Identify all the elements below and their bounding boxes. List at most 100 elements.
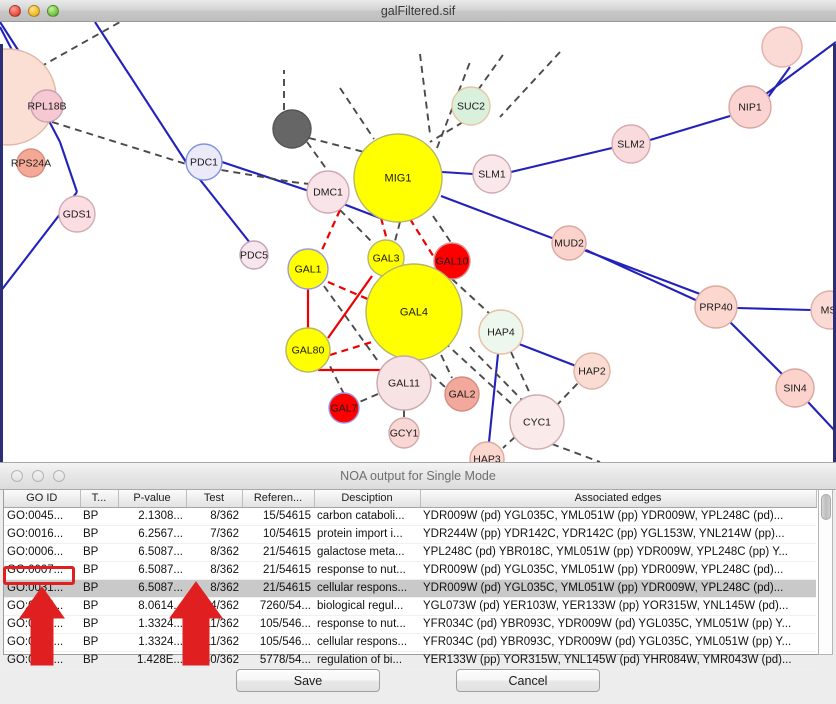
- cell-p-value[interactable]: 1.3324...: [118, 633, 186, 652]
- graph-nodes[interactable]: RPL18B RPS24A GDS1 PDC1 PDC5 DMC1 MIG1 SUC2 SLM1…: [0, 26, 836, 462]
- cell-reference[interactable]: 10/54615: [242, 525, 314, 544]
- cell-type[interactable]: BP: [80, 651, 118, 670]
- cell-reference[interactable]: 105/546...: [242, 633, 314, 652]
- node-circle[interactable]: [376, 355, 432, 411]
- node-circle[interactable]: [353, 133, 443, 223]
- cell-test[interactable]: 8/362: [186, 579, 242, 598]
- graph-node-HAP4[interactable]: HAP4: [478, 309, 524, 355]
- graph-node-HAP2[interactable]: HAP2: [573, 352, 611, 390]
- cell-p-value[interactable]: 8.0614...: [118, 597, 186, 616]
- cell-description[interactable]: response to nut...: [314, 615, 420, 634]
- cell-p-value[interactable]: 6.5087...: [118, 561, 186, 580]
- cell-reference[interactable]: 105/546...: [242, 615, 314, 634]
- cell-reference[interactable]: 21/54615: [242, 579, 314, 598]
- table-row[interactable]: GO:0045... BP 2.1308... 8/362 15/54615 carbon…: [4, 507, 816, 526]
- node-circle[interactable]: [775, 368, 815, 408]
- node-circle[interactable]: [185, 143, 223, 181]
- node-circle[interactable]: [694, 285, 738, 329]
- column-header-associated-edges[interactable]: Associated edges: [420, 490, 817, 508]
- column-header-test[interactable]: Test: [186, 490, 243, 508]
- cell-go-id[interactable]: GO:0006...: [4, 543, 80, 562]
- graph-node-GAL10[interactable]: GAL10: [433, 242, 471, 280]
- node-circle[interactable]: [388, 417, 420, 449]
- graph-node-SLM2[interactable]: SLM2: [611, 124, 651, 164]
- scrollbar-thumb[interactable]: [821, 494, 831, 520]
- node-circle[interactable]: [810, 290, 836, 330]
- node-circle[interactable]: [451, 86, 491, 126]
- node-circle[interactable]: [58, 195, 96, 233]
- graph-node-GAL7[interactable]: GAL7: [328, 392, 360, 424]
- graph-node-GAL11[interactable]: GAL11: [376, 355, 432, 411]
- table-vertical-scrollbar[interactable]: [818, 490, 833, 655]
- noa-zoom-button[interactable]: [53, 470, 65, 482]
- graph-node-MUD2[interactable]: MUD2: [551, 225, 587, 261]
- graph-node-NIP1[interactable]: NIP1: [728, 85, 772, 129]
- cell-reference[interactable]: 21/54615: [242, 543, 314, 562]
- node-circle[interactable]: [239, 240, 269, 270]
- cell-description[interactable]: cellular respons...: [314, 579, 420, 598]
- cell-type[interactable]: BP: [80, 597, 118, 616]
- node-circle[interactable]: [761, 26, 803, 68]
- table-row[interactable]: GO:0006... BP 6.5087... 8/362 21/54615 galact…: [4, 543, 816, 562]
- cell-description[interactable]: response to nut...: [314, 561, 420, 580]
- cell-go-id[interactable]: GO:0031...: [4, 633, 80, 652]
- table-row[interactable]: GO:0007... BP 6.5087... 8/362 21/54615 respon…: [4, 561, 816, 580]
- cell-associated-edges[interactable]: YDR009W (pd) YGL035C, YML051W (pp) YDR00…: [420, 507, 816, 526]
- cell-go-id[interactable]: GO:0031...: [4, 615, 80, 634]
- graph-node-grey-node[interactable]: [272, 109, 312, 149]
- node-circle[interactable]: [272, 109, 312, 149]
- node-circle[interactable]: [328, 392, 360, 424]
- graph-node-GDS1[interactable]: GDS1: [58, 195, 96, 233]
- graph-node-GAL2[interactable]: GAL2: [444, 376, 480, 412]
- graph-node-GAL3[interactable]: GAL3: [367, 239, 405, 277]
- cell-reference[interactable]: 7260/54...: [242, 597, 314, 616]
- table-row[interactable]: GO:0065... BP 8.0614... 94/362 7260/54... bio…: [4, 597, 816, 616]
- cell-type[interactable]: BP: [80, 615, 118, 634]
- graph-node-CYC1[interactable]: CYC1: [509, 394, 565, 450]
- cell-test[interactable]: 7/362: [186, 525, 242, 544]
- node-circle[interactable]: [728, 85, 772, 129]
- graph-node-RPS24A[interactable]: RPS24A: [11, 148, 51, 178]
- cell-go-id[interactable]: GO:0045...: [4, 507, 80, 526]
- graph-node-GAL4[interactable]: GAL4: [365, 263, 463, 361]
- minimize-button[interactable]: [28, 4, 40, 17]
- cell-go-id[interactable]: GO:0031...: [4, 579, 80, 598]
- cell-go-id[interactable]: GO:0007...: [4, 561, 80, 580]
- cell-test[interactable]: 11/362: [186, 615, 242, 634]
- cell-associated-edges[interactable]: YFR034C (pd) YBR093C, YDR009W (pd) YGL03…: [420, 633, 816, 652]
- cell-test[interactable]: 8/362: [186, 561, 242, 580]
- column-header-description[interactable]: Desciption: [314, 490, 421, 508]
- node-circle[interactable]: [30, 89, 64, 123]
- noa-close-button[interactable]: [11, 470, 23, 482]
- cell-type[interactable]: BP: [80, 561, 118, 580]
- cell-description[interactable]: cellular respons...: [314, 633, 420, 652]
- cell-associated-edges[interactable]: YDR009W (pd) YGL035C, YML051W (pp) YDR00…: [420, 579, 816, 598]
- column-header-go-id[interactable]: GO ID: [4, 490, 81, 508]
- table-body[interactable]: GO:0045... BP 2.1308... 8/362 15/54615 carbon…: [4, 507, 816, 670]
- cell-type[interactable]: BP: [80, 543, 118, 562]
- cell-description[interactable]: regulation of bi...: [314, 651, 420, 670]
- node-circle[interactable]: [285, 327, 331, 373]
- cell-test[interactable]: 8/362: [186, 543, 242, 562]
- node-circle[interactable]: [478, 309, 524, 355]
- cell-p-value[interactable]: 2.1308...: [118, 507, 186, 526]
- cell-reference[interactable]: 5778/54...: [242, 651, 314, 670]
- cell-go-id[interactable]: GO:0016...: [4, 525, 80, 544]
- cell-associated-edges[interactable]: YDR009W (pd) YGL035C, YML051W (pp) YDR00…: [420, 561, 816, 580]
- cell-description[interactable]: biological regul...: [314, 597, 420, 616]
- cell-associated-edges[interactable]: YER133W (pp) YOR315W, YNL145W (pd) YHR08…: [420, 651, 816, 670]
- graph-node-SUC2[interactable]: SUC2: [451, 86, 491, 126]
- cell-p-value[interactable]: 6.2567...: [118, 525, 186, 544]
- graph-node-RPL18B[interactable]: RPL18B: [27, 89, 67, 123]
- graph-node-GAL80[interactable]: GAL80: [285, 327, 331, 373]
- network-canvas[interactable]: RPL18B RPS24A GDS1 PDC1 PDC5 DMC1 MIG1 SUC2 SLM1…: [0, 22, 836, 462]
- cell-p-value[interactable]: 6.5087...: [118, 543, 186, 562]
- node-circle[interactable]: [472, 154, 512, 194]
- close-button[interactable]: [9, 4, 21, 17]
- graph-node-GAL1[interactable]: GAL1: [287, 248, 329, 290]
- cell-test[interactable]: 8/362: [186, 507, 242, 526]
- column-header-reference[interactable]: Referen...: [242, 490, 315, 508]
- graph-node-SIN4[interactable]: SIN4: [775, 368, 815, 408]
- cell-type[interactable]: BP: [80, 579, 118, 598]
- cell-associated-edges[interactable]: YDR244W (pp) YDR142C, YDR142C (pp) YGL15…: [420, 525, 816, 544]
